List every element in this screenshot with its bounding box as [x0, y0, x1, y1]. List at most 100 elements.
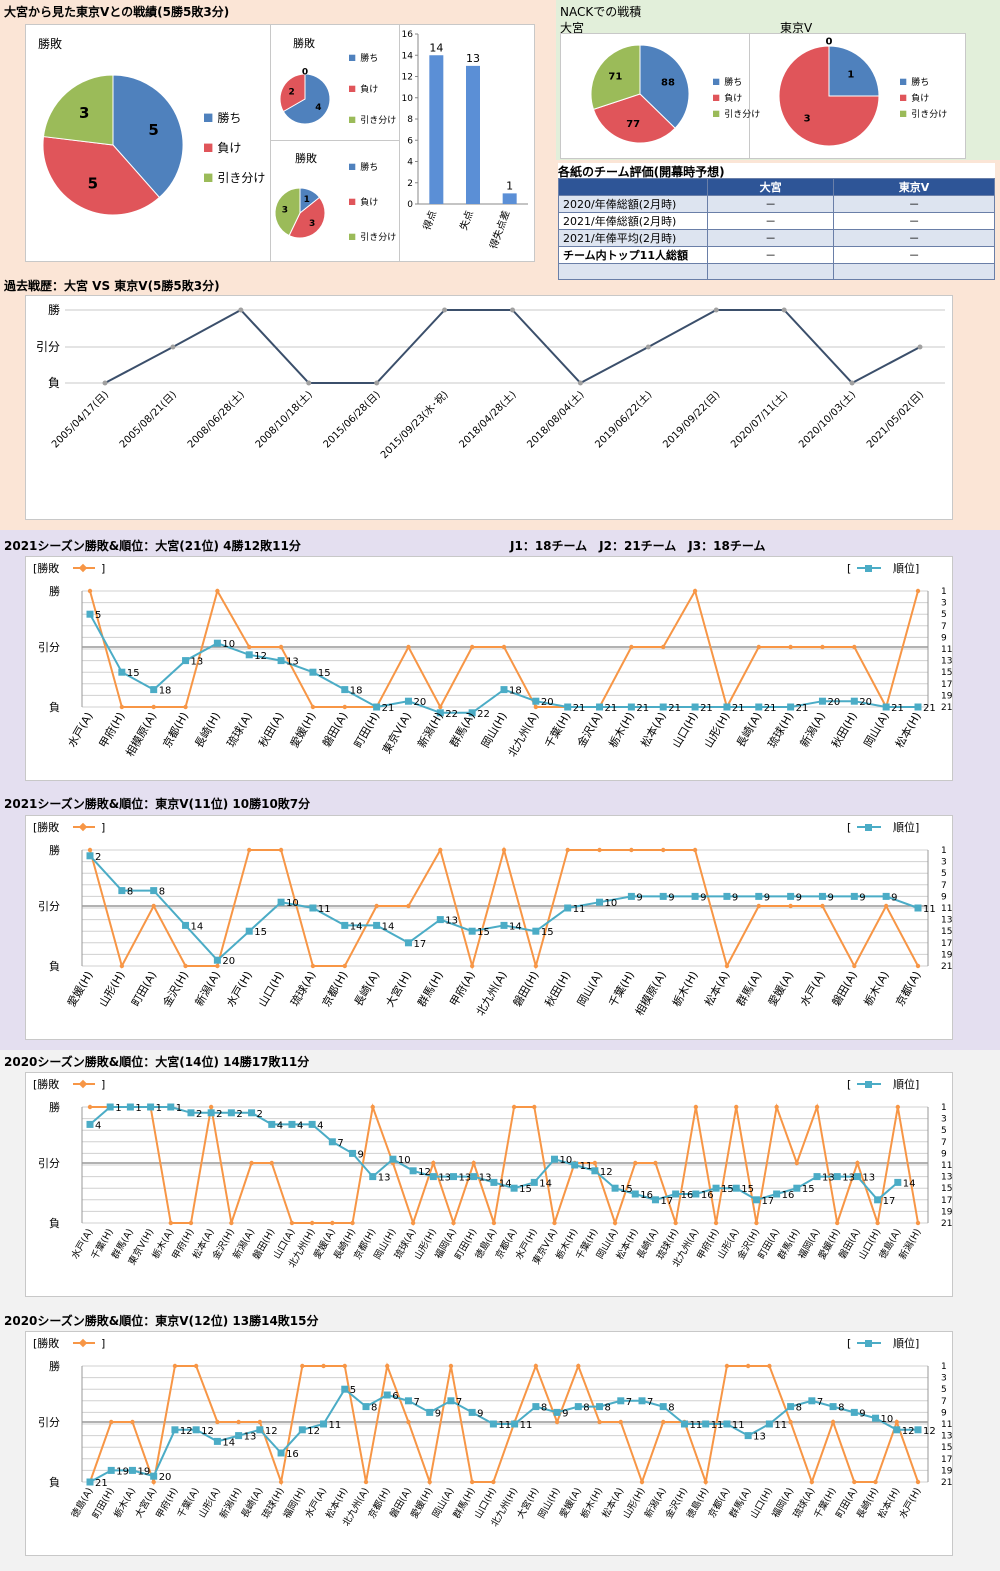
season1-rank-point	[341, 686, 349, 694]
small-pie2-label: 1	[304, 195, 310, 205]
main-pie-title: 勝敗	[38, 36, 62, 51]
main-pie-legend-swatch	[204, 173, 213, 182]
season2-result-point	[788, 903, 793, 909]
season2-result-point	[310, 963, 316, 969]
season1-rank-tick: 17	[941, 680, 952, 690]
season3-result-point	[653, 1160, 658, 1166]
season4-rank-point	[808, 1397, 816, 1405]
season4-rank-point	[213, 1437, 221, 1445]
season3-rank-point	[631, 1190, 639, 1198]
season4-rank-tick: 3	[941, 1374, 947, 1384]
nack-omiya-label: 大宮	[560, 21, 585, 35]
season4-rank-label: 8	[583, 1403, 589, 1414]
season2-rank-label: 9	[796, 892, 802, 903]
season3-result-point	[915, 1220, 921, 1226]
season1-legend-result: [勝敗	[33, 561, 59, 575]
season3-rank-point	[490, 1178, 498, 1186]
season1-result-point	[247, 644, 252, 650]
season3-legend-rank-open: [	[847, 1078, 851, 1091]
season1-result-point	[406, 644, 411, 650]
season3-rank-label: 2	[196, 1109, 202, 1120]
nack-tokyov-legend-label: 勝ち	[911, 76, 929, 88]
season1-rank-point	[564, 703, 572, 711]
season2-rank-point	[564, 904, 572, 912]
season1-match-label: 京都(H)	[160, 710, 192, 751]
season4-rank-point	[404, 1397, 412, 1405]
season1-rank-label: 21	[891, 703, 904, 714]
season4-rank-tick: 9	[941, 1408, 947, 1418]
main-pie-legend-label: 勝ち	[217, 110, 241, 125]
season3-result-point	[491, 1220, 497, 1226]
season3-result-point	[774, 1104, 779, 1110]
season4-rank-label: 8	[371, 1403, 377, 1414]
season3-legend-result-close: ]	[101, 1078, 105, 1091]
season3-rank-point	[147, 1103, 155, 1111]
season2-result-point	[342, 963, 347, 969]
season4-result-point	[109, 1419, 114, 1425]
history-title: 過去戦歴：大宮 VS 東京V(5勝5敗3分)	[4, 279, 220, 293]
season2-rank-point	[373, 921, 381, 929]
season1-rank-label: 13	[286, 657, 299, 668]
season2-match-label: 千葉(H)	[605, 969, 637, 1010]
season3-rank-label: 14	[499, 1178, 512, 1189]
season4-rank-label: 12	[307, 1426, 320, 1437]
season4-rank-point	[298, 1426, 306, 1434]
season4-rank-label: 7	[413, 1397, 419, 1408]
season3-result-point	[330, 1220, 335, 1226]
season2-rank-label: 14	[350, 921, 363, 932]
season1-ylabel: 勝	[49, 584, 60, 598]
season3-rank-label: 7	[337, 1138, 343, 1149]
season1-rank-label: 20	[541, 697, 554, 708]
season4-rank-point	[553, 1408, 561, 1416]
season3-rank-point	[450, 1173, 458, 1181]
main-pie-label: 5	[88, 175, 98, 193]
season4-rank-point	[128, 1466, 136, 1474]
season2-rank-point	[818, 892, 826, 900]
history-point	[577, 380, 583, 386]
season3-result-point	[451, 1220, 456, 1226]
season3-rank-label: 2	[257, 1109, 263, 1120]
season3-rank-tick: 3	[941, 1115, 947, 1125]
season2-rank-point	[118, 887, 126, 895]
season1-rank-point	[86, 610, 94, 618]
season3-result-point	[289, 1220, 295, 1226]
goals-bar-tick-label: 2	[407, 179, 413, 189]
season1-ylabel: 引分	[38, 640, 60, 654]
history-point	[102, 380, 108, 386]
season4-ylabel: 引分	[38, 1415, 60, 1429]
history-date-label: 2015/06/28(日)	[322, 389, 383, 450]
season3-rank-label: 16	[701, 1190, 714, 1201]
small-pie1-legend-label: 勝ち	[360, 52, 378, 64]
history-point	[781, 307, 787, 313]
small-pie2-slice	[274, 187, 301, 237]
small-pie2-legend-swatch	[349, 233, 356, 240]
season2-result-point	[183, 963, 188, 969]
season4-rank-point	[468, 1408, 476, 1416]
season2-legend-result-close: ]	[101, 821, 105, 834]
season3-rank-label: 12	[600, 1167, 613, 1178]
season4-rank-point	[511, 1420, 519, 1428]
season2-match-label: 磐田(H)	[510, 969, 542, 1010]
season2-rank-label: 20	[222, 956, 235, 967]
season-title-1: 2021シーズン勝敗&順位：大宮(21位) 4勝12敗11分	[4, 539, 301, 553]
nack-omiya-pie-slice	[590, 44, 641, 111]
main-pie-label: 5	[148, 121, 158, 139]
nack-tokyov-pie-slice	[778, 45, 880, 147]
season2-match-label: 京都(H)	[319, 969, 351, 1010]
season3-result-point	[713, 1220, 719, 1226]
goals-bar-value: 14	[429, 41, 443, 54]
goals-bar	[429, 55, 444, 204]
season1-rank-point	[659, 703, 667, 711]
season3-rank-point	[369, 1173, 377, 1181]
season1-match-label: 山口(H)	[670, 710, 701, 750]
season4-result-point	[894, 1419, 899, 1425]
season2-rank-point	[723, 892, 731, 900]
season2-rank-point	[659, 892, 667, 900]
season3-result-point	[693, 1104, 699, 1110]
season3-rank-point	[752, 1196, 760, 1204]
season1-match-label: 長崎(A)	[733, 710, 764, 750]
nack-tokyov-legend-swatch	[900, 94, 907, 101]
season2-match-label: 松本(A)	[701, 969, 732, 1009]
season4-result-point	[852, 1479, 857, 1485]
season2-rank-label: 9	[859, 892, 865, 903]
